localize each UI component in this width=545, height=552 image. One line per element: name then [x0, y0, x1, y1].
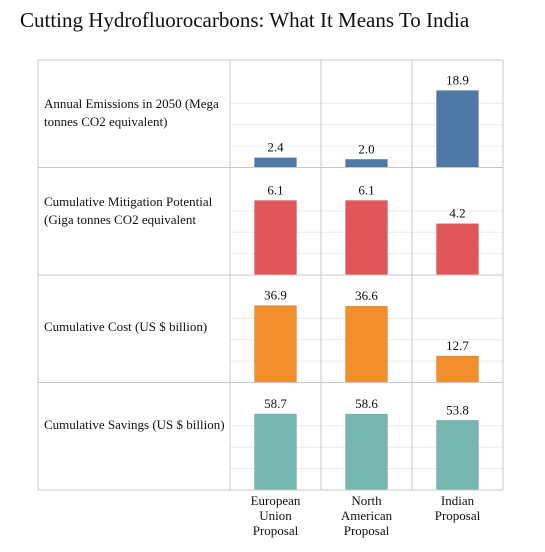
bar-2-1 — [254, 200, 297, 276]
value-label-layer: 2.4 2.0 18.9 6.1 6.1 4.2 36.9 36.6 12.7 58.7 58.6 5… — [264, 73, 469, 418]
value-label: 2.4 — [267, 140, 284, 155]
category-label-line: Proposal — [434, 508, 481, 523]
bar-1-2 — [345, 159, 388, 168]
value-label: 4.2 — [449, 206, 465, 221]
category-label-line: Proposal — [252, 523, 299, 538]
category-label-line: Union — [259, 508, 292, 523]
panel-label-cumulative-savings: Cumulative Savings (US $ billion) — [44, 417, 225, 432]
value-label: 2.0 — [358, 141, 374, 156]
bar-4-1 — [254, 413, 297, 491]
bar-3-2 — [345, 305, 388, 383]
bar-1-1 — [254, 157, 297, 168]
panel-label-cumulative-cost: Cumulative Cost (US $ billion) — [44, 319, 208, 334]
bar-2-3 — [436, 223, 479, 276]
bar-4-3 — [436, 420, 479, 491]
bar-2-2 — [345, 200, 388, 276]
bar-4-2 — [345, 413, 388, 491]
category-label: Indian Proposal — [413, 493, 503, 523]
category-label-line: European — [250, 493, 301, 508]
value-label: 12.7 — [446, 338, 469, 353]
value-label: 58.6 — [355, 396, 378, 411]
category-label-line: North — [351, 493, 382, 508]
bar-1-3 — [436, 90, 479, 168]
category-label: European Union Proposal — [231, 493, 321, 538]
category-label: North American Proposal — [322, 493, 412, 538]
value-label: 58.7 — [264, 396, 287, 411]
panel-label-annual-emissions: Annual Emissions in 2050 (Mega tonnes CO… — [44, 96, 219, 129]
value-label: 6.1 — [267, 182, 283, 197]
bar-3-3 — [436, 355, 479, 383]
value-label: 6.1 — [358, 182, 374, 197]
value-label: 36.6 — [355, 288, 378, 303]
bar-3-1 — [254, 305, 297, 383]
value-label: 53.8 — [446, 402, 469, 417]
frame-layer — [37, 59, 504, 491]
category-label-line: Indian — [440, 493, 475, 508]
category-label-line: American — [340, 508, 393, 523]
panel-label-mitigation-potential: Cumulative Mitigation Potential (Giga to… — [44, 194, 213, 227]
value-label: 18.9 — [446, 73, 469, 88]
chart-title: Cutting Hydrofluorocarbons: What It Mean… — [20, 8, 470, 32]
value-label: 36.9 — [264, 288, 287, 303]
bar-layer — [254, 90, 479, 491]
category-label-line: Proposal — [343, 523, 390, 538]
